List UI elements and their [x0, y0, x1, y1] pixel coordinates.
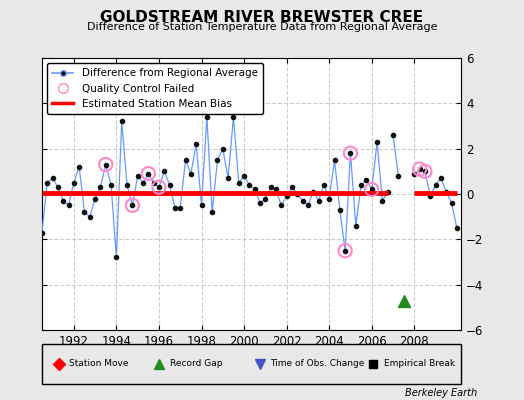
Text: Empirical Break: Empirical Break — [384, 360, 455, 368]
Point — [128, 202, 137, 208]
Point — [144, 170, 152, 177]
Text: Time of Obs. Change: Time of Obs. Change — [270, 360, 365, 368]
Point — [102, 161, 110, 168]
Text: GOLDSTREAM RIVER BREWSTER CREE: GOLDSTREAM RIVER BREWSTER CREE — [101, 10, 423, 25]
Text: Difference of Station Temperature Data from Regional Average: Difference of Station Temperature Data f… — [87, 22, 437, 32]
Text: Station Move: Station Move — [69, 360, 129, 368]
Legend: Difference from Regional Average, Quality Control Failed, Estimated Station Mean: Difference from Regional Average, Qualit… — [47, 63, 263, 114]
Text: Record Gap: Record Gap — [170, 360, 222, 368]
Point — [367, 186, 376, 193]
Text: Berkeley Earth: Berkeley Earth — [405, 388, 477, 398]
Point — [421, 168, 429, 174]
Point — [416, 166, 424, 172]
Point — [341, 248, 350, 254]
Point — [346, 150, 355, 156]
Point — [155, 184, 163, 190]
